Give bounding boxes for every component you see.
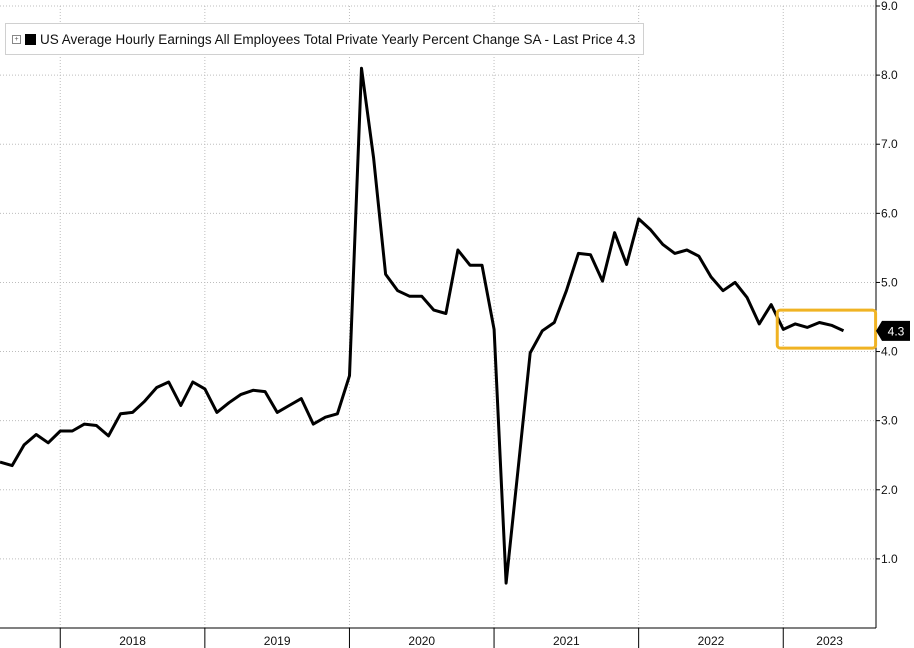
legend-expand-icon[interactable]: +	[12, 34, 21, 44]
x-axis-year-labels: 2018 2019 2020 2021 2022 2023	[119, 634, 843, 648]
x-year-label: 2021	[553, 634, 580, 648]
chart-grid	[0, 5, 876, 628]
x-year-label: 2019	[264, 634, 291, 648]
legend-swatch	[25, 33, 36, 45]
last-price-badge-layer: 4.3	[876, 320, 910, 341]
y-tick-label: 3.0	[881, 414, 898, 428]
highlight-layer	[775, 308, 878, 350]
last-price-badge	[876, 320, 910, 341]
y-tick-label: 5.0	[881, 275, 898, 289]
legend: + US Average Hourly Earnings All Employe…	[5, 23, 645, 55]
y-tick-label: 8.0	[881, 68, 898, 82]
y-tick-label: 9.0	[881, 0, 898, 13]
last-price-label: 4.3	[888, 324, 905, 338]
legend-label: US Average Hourly Earnings All Employees…	[40, 31, 636, 47]
x-year-label: 2020	[408, 634, 435, 648]
x-year-label: 2018	[119, 634, 146, 648]
y-tick-label: 1.0	[881, 552, 898, 566]
series-layer	[0, 66, 845, 585]
y-tick-label: 7.0	[881, 137, 898, 151]
highlight-box	[775, 308, 878, 350]
series-line	[0, 66, 845, 585]
chart-axes	[0, 0, 880, 648]
y-axis-ticks: 1.0 2.0 3.0 4.0 5.0 6.0 7.0 8.0 9.0	[881, 0, 898, 566]
y-tick-label: 6.0	[881, 206, 898, 220]
x-year-label: 2022	[698, 634, 725, 648]
y-tick-label: 4.0	[881, 345, 898, 359]
y-tick-label: 2.0	[881, 483, 898, 497]
x-year-label: 2023	[816, 634, 843, 648]
